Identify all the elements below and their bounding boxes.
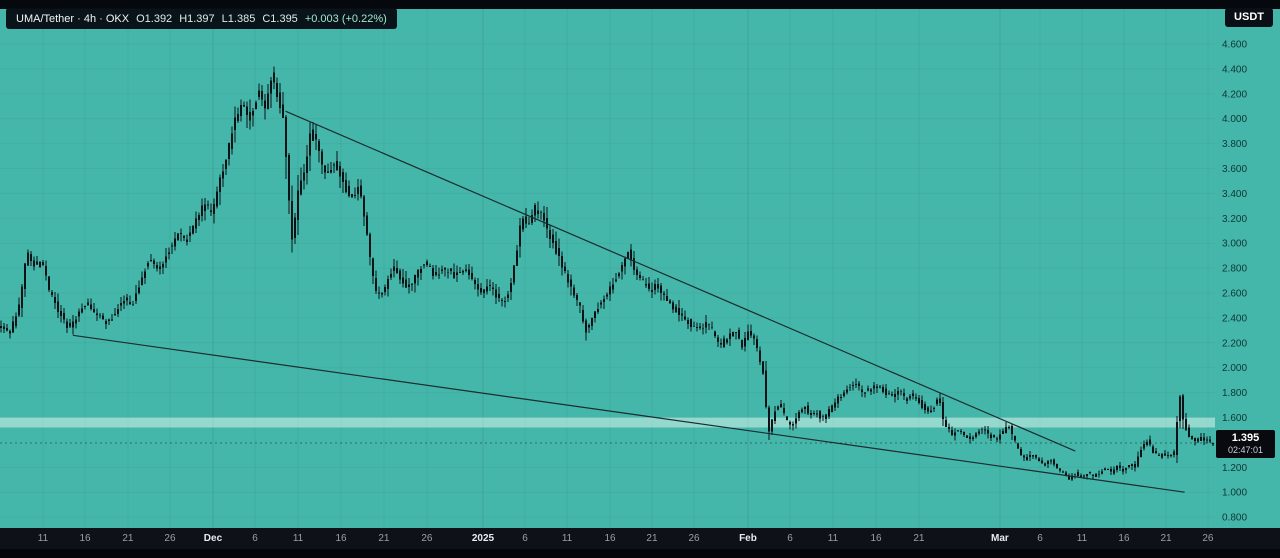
wedge-trendlines[interactable]	[72, 110, 1185, 493]
price-tick-label: 3.000	[1222, 239, 1247, 250]
time-tick-label: 16	[1118, 533, 1130, 544]
symbol-info-bar[interactable]: UMA/Tether · 4h · OKX O1.392 H1.397 L1.3…	[6, 8, 397, 29]
time-tick-label: 11	[561, 533, 573, 544]
price-tick-label: 3.200	[1222, 214, 1247, 225]
price-tick-label: 3.600	[1222, 164, 1247, 175]
price-tick-label: 1.000	[1222, 488, 1247, 499]
price-tick-label: 0.800	[1222, 513, 1247, 524]
window-top-strip	[0, 0, 1280, 9]
current-price-label: 1.395	[1231, 432, 1260, 445]
time-tick-label: 21	[646, 533, 658, 544]
time-tick-label: 21	[913, 533, 925, 544]
time-tick-label: 26	[1202, 533, 1214, 544]
price-tick-label: 2.400	[1222, 313, 1247, 324]
time-tick-label: 21	[1160, 533, 1172, 544]
time-tick-label: 11	[827, 533, 839, 544]
time-axis[interactable]: 11 16 21 26 Dec 6 11 16 21 26 2025 6 11 16 21 26 Feb 6 11 1…	[0, 528, 1280, 549]
currency-badge[interactable]: USDT	[1225, 8, 1273, 27]
time-tick-label: 16	[870, 533, 882, 544]
price-tick-label: 2.800	[1222, 264, 1247, 275]
time-tick-label: Feb	[739, 533, 757, 544]
time-tick-label: 26	[421, 533, 433, 544]
time-tick-label: 21	[378, 533, 390, 544]
window-bottom-strip	[0, 549, 1280, 558]
ohlc-high: H1.397	[179, 12, 215, 25]
price-tick-label: 2.200	[1222, 338, 1247, 349]
time-tick-label: 16	[79, 533, 91, 544]
ohlc-low: L1.385	[221, 12, 256, 25]
time-tick-label: 26	[164, 533, 176, 544]
time-tick-label: 21	[122, 533, 134, 544]
time-tick-label: 11	[37, 533, 49, 544]
time-tick-label: 6	[522, 533, 528, 544]
symbol-title: UMA/Tether · 4h · OKX	[16, 12, 130, 25]
price-tick-label: 4.400	[1222, 64, 1247, 75]
price-tick-label: 4.200	[1222, 89, 1247, 100]
time-tick-label: 6	[252, 533, 258, 544]
time-tick-label: 16	[335, 533, 347, 544]
price-axis[interactable]: 4.600 4.400 4.200 4.000 3.800 3.600 3.400 3.200…	[1222, 40, 1247, 524]
time-tick-label: 2025	[471, 533, 495, 544]
time-tick-label: Mar	[991, 533, 1009, 544]
time-tick-label: 6	[787, 533, 793, 544]
price-tick-label: 3.400	[1222, 189, 1247, 200]
price-change: +0.003 (+0.22%)	[304, 12, 387, 25]
time-tick-label: Dec	[203, 533, 223, 544]
current-price-badge: 1.395 02:47:01	[1216, 430, 1275, 459]
time-tick-label: 11	[1076, 533, 1088, 544]
price-tick-label: 1.800	[1222, 388, 1247, 399]
ohlc-close: C1.395	[262, 12, 298, 25]
lower-wedge-line[interactable]	[72, 334, 1185, 493]
time-tick-label: 11	[292, 533, 304, 544]
price-tick-label: 2.000	[1222, 363, 1247, 374]
highlight-zone	[0, 417, 1215, 428]
price-tick-label: 1.600	[1222, 413, 1247, 424]
time-tick-label: 16	[604, 533, 616, 544]
price-tick-label: 1.200	[1222, 463, 1247, 474]
time-tick-label: 26	[688, 533, 700, 544]
candle-countdown: 02:47:01	[1227, 445, 1264, 456]
candlesticks	[0, 66, 1214, 481]
time-tick-label: 6	[1037, 533, 1043, 544]
price-tick-label: 4.600	[1222, 40, 1247, 51]
upper-wedge-line[interactable]	[285, 110, 1076, 452]
price-tick-label: 4.000	[1222, 114, 1247, 125]
gridlines	[0, 9, 1215, 528]
ohlc-open: O1.392	[136, 12, 173, 25]
price-tick-label: 2.600	[1222, 289, 1247, 300]
price-tick-label: 3.800	[1222, 139, 1247, 150]
